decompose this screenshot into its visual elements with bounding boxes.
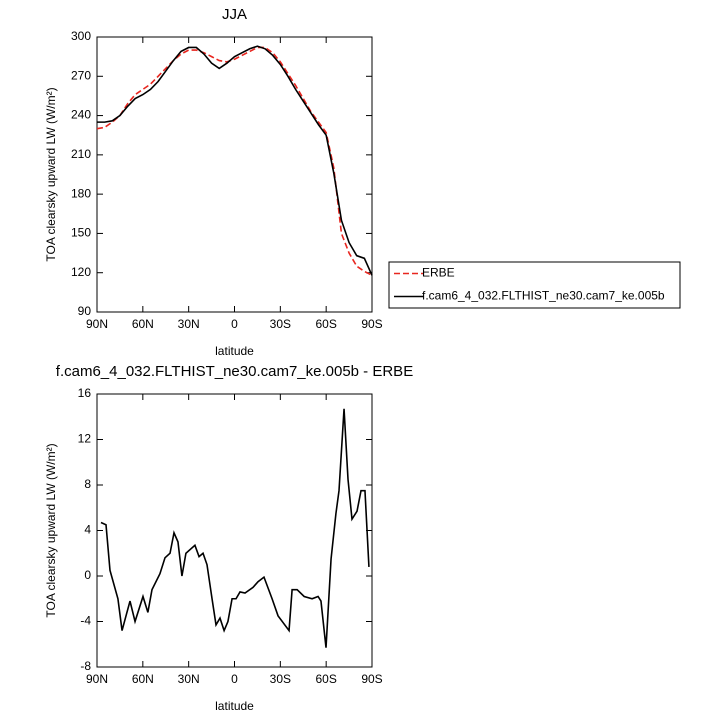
plot-frame: [96, 393, 373, 668]
y-tick-label: 90: [78, 304, 92, 318]
x-tick-label: 30S: [270, 672, 291, 686]
y-tick-label: 120: [71, 265, 91, 279]
x-tick-label: 90N: [86, 317, 108, 331]
data-line: [100, 408, 370, 648]
x-tick-label: 90N: [86, 672, 108, 686]
y-tick-label: 210: [71, 147, 91, 161]
y-tick-label: 16: [78, 386, 92, 400]
x-tick-label: 60N: [132, 317, 154, 331]
x-axis-label: latitude: [215, 699, 254, 713]
y-tick-label: 150: [71, 226, 91, 240]
y-tick-label: 180: [71, 186, 91, 200]
x-tick-label: 90S: [361, 672, 382, 686]
y-tick-label: -8: [80, 659, 91, 673]
y-axis-label: TOA clearsky upward LW (W/m²): [44, 87, 58, 261]
y-tick-label: 8: [84, 477, 91, 491]
legend-label: f.cam6_4_032.FLTHIST_ne30.cam7_ke.005b: [422, 289, 665, 303]
y-tick-label: -4: [80, 614, 91, 628]
plot-frame: [96, 36, 373, 313]
y-tick-label: 4: [84, 523, 91, 537]
x-tick-label: 30S: [270, 317, 291, 331]
legend-label: ERBE: [422, 266, 455, 280]
y-tick-label: 240: [71, 108, 91, 122]
x-tick-label: 90S: [361, 317, 382, 331]
x-tick-label: 60N: [132, 672, 154, 686]
chart-title: f.cam6_4_032.FLTHIST_ne30.cam7_ke.005b -…: [56, 363, 413, 380]
x-tick-label: 0: [231, 317, 238, 331]
x-tick-label: 0: [231, 672, 238, 686]
data-line: [96, 46, 373, 277]
legend-box: [388, 261, 681, 309]
x-tick-label: 30N: [178, 672, 200, 686]
chart-title: JJA: [222, 6, 247, 23]
y-tick-label: 0: [84, 568, 91, 582]
y-tick-label: 12: [78, 432, 92, 446]
y-tick-label: 300: [71, 29, 91, 43]
x-tick-label: 60S: [315, 317, 336, 331]
data-line: [97, 45, 373, 276]
x-tick-label: 60S: [315, 672, 336, 686]
x-tick-label: 30N: [178, 317, 200, 331]
y-tick-label: 270: [71, 68, 91, 82]
x-axis-label: latitude: [215, 344, 254, 358]
y-axis-label: TOA clearsky upward LW (W/m²): [44, 443, 58, 617]
